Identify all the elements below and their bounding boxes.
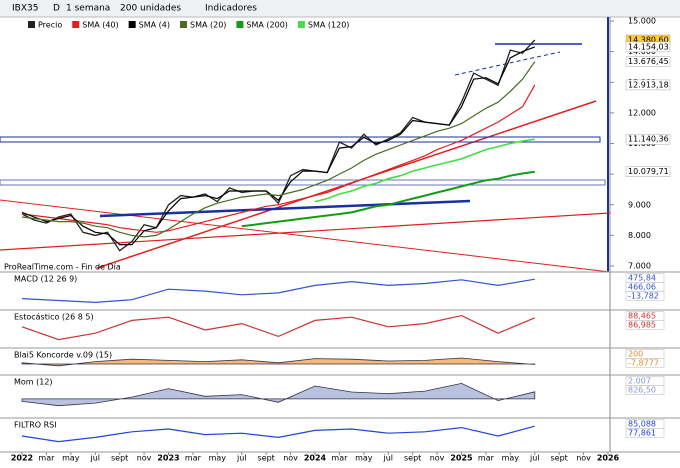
series-area xyxy=(21,357,536,367)
value-tag-label: -13,782 xyxy=(628,292,659,301)
price-tag-label: 12.913,18 xyxy=(628,80,669,89)
x-tick-label: 2024 xyxy=(304,454,327,463)
symbol[interactable]: IBX35 xyxy=(12,4,38,14)
x-tick-label: mar xyxy=(478,454,495,463)
x-tick-label: sept xyxy=(258,454,275,463)
value-tag xyxy=(625,291,665,301)
value-tag xyxy=(625,320,665,330)
x-tick-label: may xyxy=(502,454,520,463)
y-tick-label: 9.000 xyxy=(628,200,651,209)
x-tick-label: sept xyxy=(404,454,421,463)
price-tag-label: 10.079,71 xyxy=(628,167,669,176)
trendline xyxy=(0,199,611,273)
mode[interactable]: D xyxy=(53,4,60,14)
footer: ProRealTime.com - Fin de Día xyxy=(4,263,121,272)
legend-swatch xyxy=(128,21,136,28)
legend-label: SMA (20) xyxy=(190,21,226,30)
x-tick-label: sept xyxy=(111,454,128,463)
x-tick-label: nov xyxy=(430,454,445,463)
x-tick-label: jul xyxy=(89,454,100,463)
value-tag-label: 200 xyxy=(628,350,643,359)
zone xyxy=(0,136,601,143)
value-tag xyxy=(625,358,665,368)
series-line xyxy=(241,170,535,228)
price-tag xyxy=(625,133,671,145)
value-tag-label: 2.007 xyxy=(628,377,651,386)
series-line xyxy=(21,425,535,443)
period[interactable]: 1 semana xyxy=(66,4,110,14)
value-tag xyxy=(625,385,665,395)
value-tag-label: 77,861 xyxy=(628,429,656,438)
value-tag-label: 88,465 xyxy=(628,312,656,321)
x-tick-label: 2025 xyxy=(450,454,473,463)
series-line xyxy=(21,61,536,238)
series-line xyxy=(21,46,536,246)
value-tag-label: 85,088 xyxy=(628,420,656,429)
x-tick-label: jul xyxy=(529,454,540,463)
price-tag xyxy=(625,56,671,67)
trendline xyxy=(454,51,561,76)
legend-label: SMA (40) xyxy=(82,21,118,30)
legend-swatch xyxy=(179,21,187,28)
x-tick-label: sept xyxy=(551,454,568,463)
price-tag-label: 14.380,60 xyxy=(628,35,669,44)
series-area xyxy=(21,382,536,407)
value-tag-label: 475,84 xyxy=(628,274,656,283)
x-tick-label: 2026 xyxy=(597,454,620,463)
x-tick-label: 2022 xyxy=(11,454,33,463)
x-tick-label: mar xyxy=(185,454,202,463)
y-tick-label: 8.000 xyxy=(628,231,651,240)
value-tag-label: 466,06 xyxy=(628,283,656,292)
legend-swatch xyxy=(72,21,80,28)
indicators[interactable]: Indicadores xyxy=(205,4,257,14)
x-tick-label: mar xyxy=(331,454,348,463)
series-line xyxy=(314,138,535,203)
price-tag xyxy=(625,41,671,53)
x-tick-label: 2023 xyxy=(157,454,179,463)
legend-label: SMA (200) xyxy=(246,21,288,30)
price-tag-label: 13.676,45 xyxy=(628,57,669,66)
panel-title: MACD (12 26 9) xyxy=(14,275,77,284)
zone xyxy=(0,179,606,186)
legend-swatch xyxy=(297,21,305,28)
series-line xyxy=(21,314,536,341)
units[interactable]: 200 unidades xyxy=(120,4,181,14)
x-tick-label: may xyxy=(355,454,373,463)
panel-title: Blai5 Koncorde v.09 (15) xyxy=(14,351,112,360)
price-tag-label: 11.140,36 xyxy=(628,135,669,144)
x-tick-label: may xyxy=(62,454,80,463)
value-tag-label: -7,8777 xyxy=(628,359,659,368)
x-tick-label: nov xyxy=(576,454,591,463)
panel-title: Estocástico (26 8 5) xyxy=(14,313,94,322)
legend-label: SMA (120) xyxy=(308,21,350,30)
series-line xyxy=(21,39,536,252)
series-line xyxy=(21,84,536,233)
panel-title: Mom (12) xyxy=(14,378,53,387)
x-tick-label: nov xyxy=(283,454,298,463)
toolbar xyxy=(0,0,680,17)
trendline xyxy=(99,199,471,218)
value-tag-label: 86,985 xyxy=(628,321,656,330)
price-tag xyxy=(625,166,671,177)
legend-label: Precio xyxy=(38,21,62,30)
y-tick-label: 15.000 xyxy=(628,17,656,26)
trendline xyxy=(0,212,611,251)
x-tick-label: jul xyxy=(236,454,247,463)
x-tick-label: nov xyxy=(137,454,152,463)
value-tag-label: 826,50 xyxy=(628,386,656,395)
y-tick-label: 12.000 xyxy=(628,108,656,117)
price-tag-label: 14.154,03 xyxy=(628,42,669,51)
legend-swatch xyxy=(28,21,35,28)
x-tick-label: jul xyxy=(382,454,393,463)
series-line xyxy=(21,278,535,304)
price-tag xyxy=(625,79,671,91)
legend-swatch xyxy=(236,21,244,28)
x-tick-label: may xyxy=(209,454,227,463)
legend-label: SMA (4) xyxy=(139,21,170,30)
x-tick-label: mar xyxy=(38,454,55,463)
panel-title: FILTRO RSI xyxy=(14,421,57,430)
y-tick-label: 7.000 xyxy=(628,262,651,271)
value-tag xyxy=(625,428,665,438)
